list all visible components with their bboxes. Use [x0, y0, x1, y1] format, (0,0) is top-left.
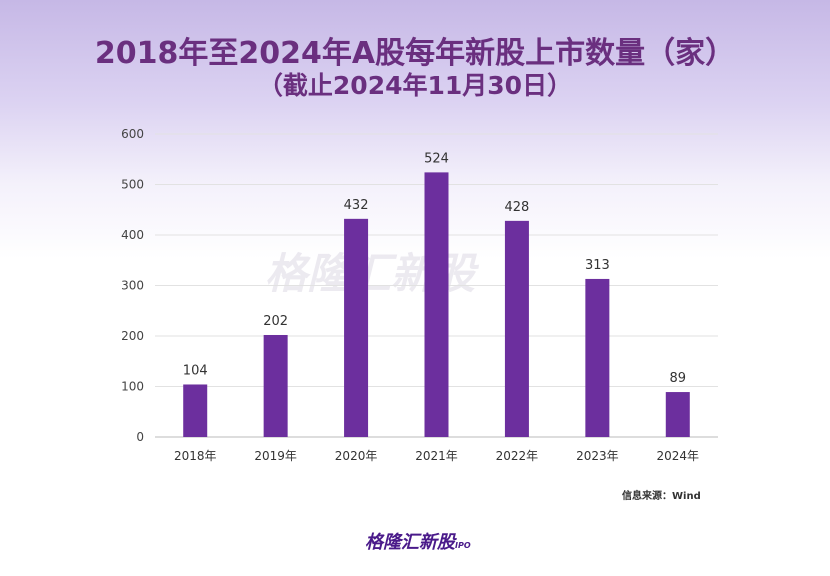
bar	[504, 220, 529, 437]
logo-sub: IPO	[455, 541, 471, 550]
y-tick-label: 500	[121, 178, 144, 192]
y-tick-label: 100	[121, 380, 144, 394]
y-tick-label: 0	[136, 430, 144, 444]
chart-subtitle: （截止2024年11月30日）	[257, 71, 573, 100]
data-label: 89	[670, 371, 687, 386]
bar	[344, 218, 369, 437]
bar	[263, 334, 288, 437]
y-tick-label: 600	[121, 127, 144, 141]
y-tick-label: 300	[121, 279, 144, 293]
x-tick-label: 2022年	[496, 449, 539, 463]
data-label: 432	[344, 198, 369, 213]
y-tick-label: 200	[121, 329, 144, 343]
bar	[585, 278, 610, 437]
x-tick-label: 2023年	[576, 449, 619, 463]
x-tick-label: 2018年	[174, 449, 217, 463]
bar	[424, 172, 449, 437]
data-label: 104	[183, 363, 208, 378]
data-label: 428	[505, 200, 530, 215]
chart-title: 2018年至2024年A股每年新股上市数量（家）	[94, 36, 736, 71]
data-label: 202	[263, 314, 288, 329]
bar	[665, 392, 690, 437]
bar	[183, 384, 208, 437]
x-tick-label: 2020年	[335, 449, 378, 463]
logo-text: 格隆汇新股	[365, 532, 455, 553]
data-label: 524	[424, 151, 449, 166]
x-tick-label: 2019年	[254, 449, 297, 463]
brand-logo: 格隆汇新股IPO	[365, 528, 471, 554]
y-tick-label: 400	[121, 228, 144, 242]
source-note: 信息来源：Wind	[622, 491, 701, 502]
x-tick-label: 2024年	[657, 449, 700, 463]
x-tick-label: 2021年	[415, 449, 458, 463]
data-label: 313	[585, 258, 610, 273]
